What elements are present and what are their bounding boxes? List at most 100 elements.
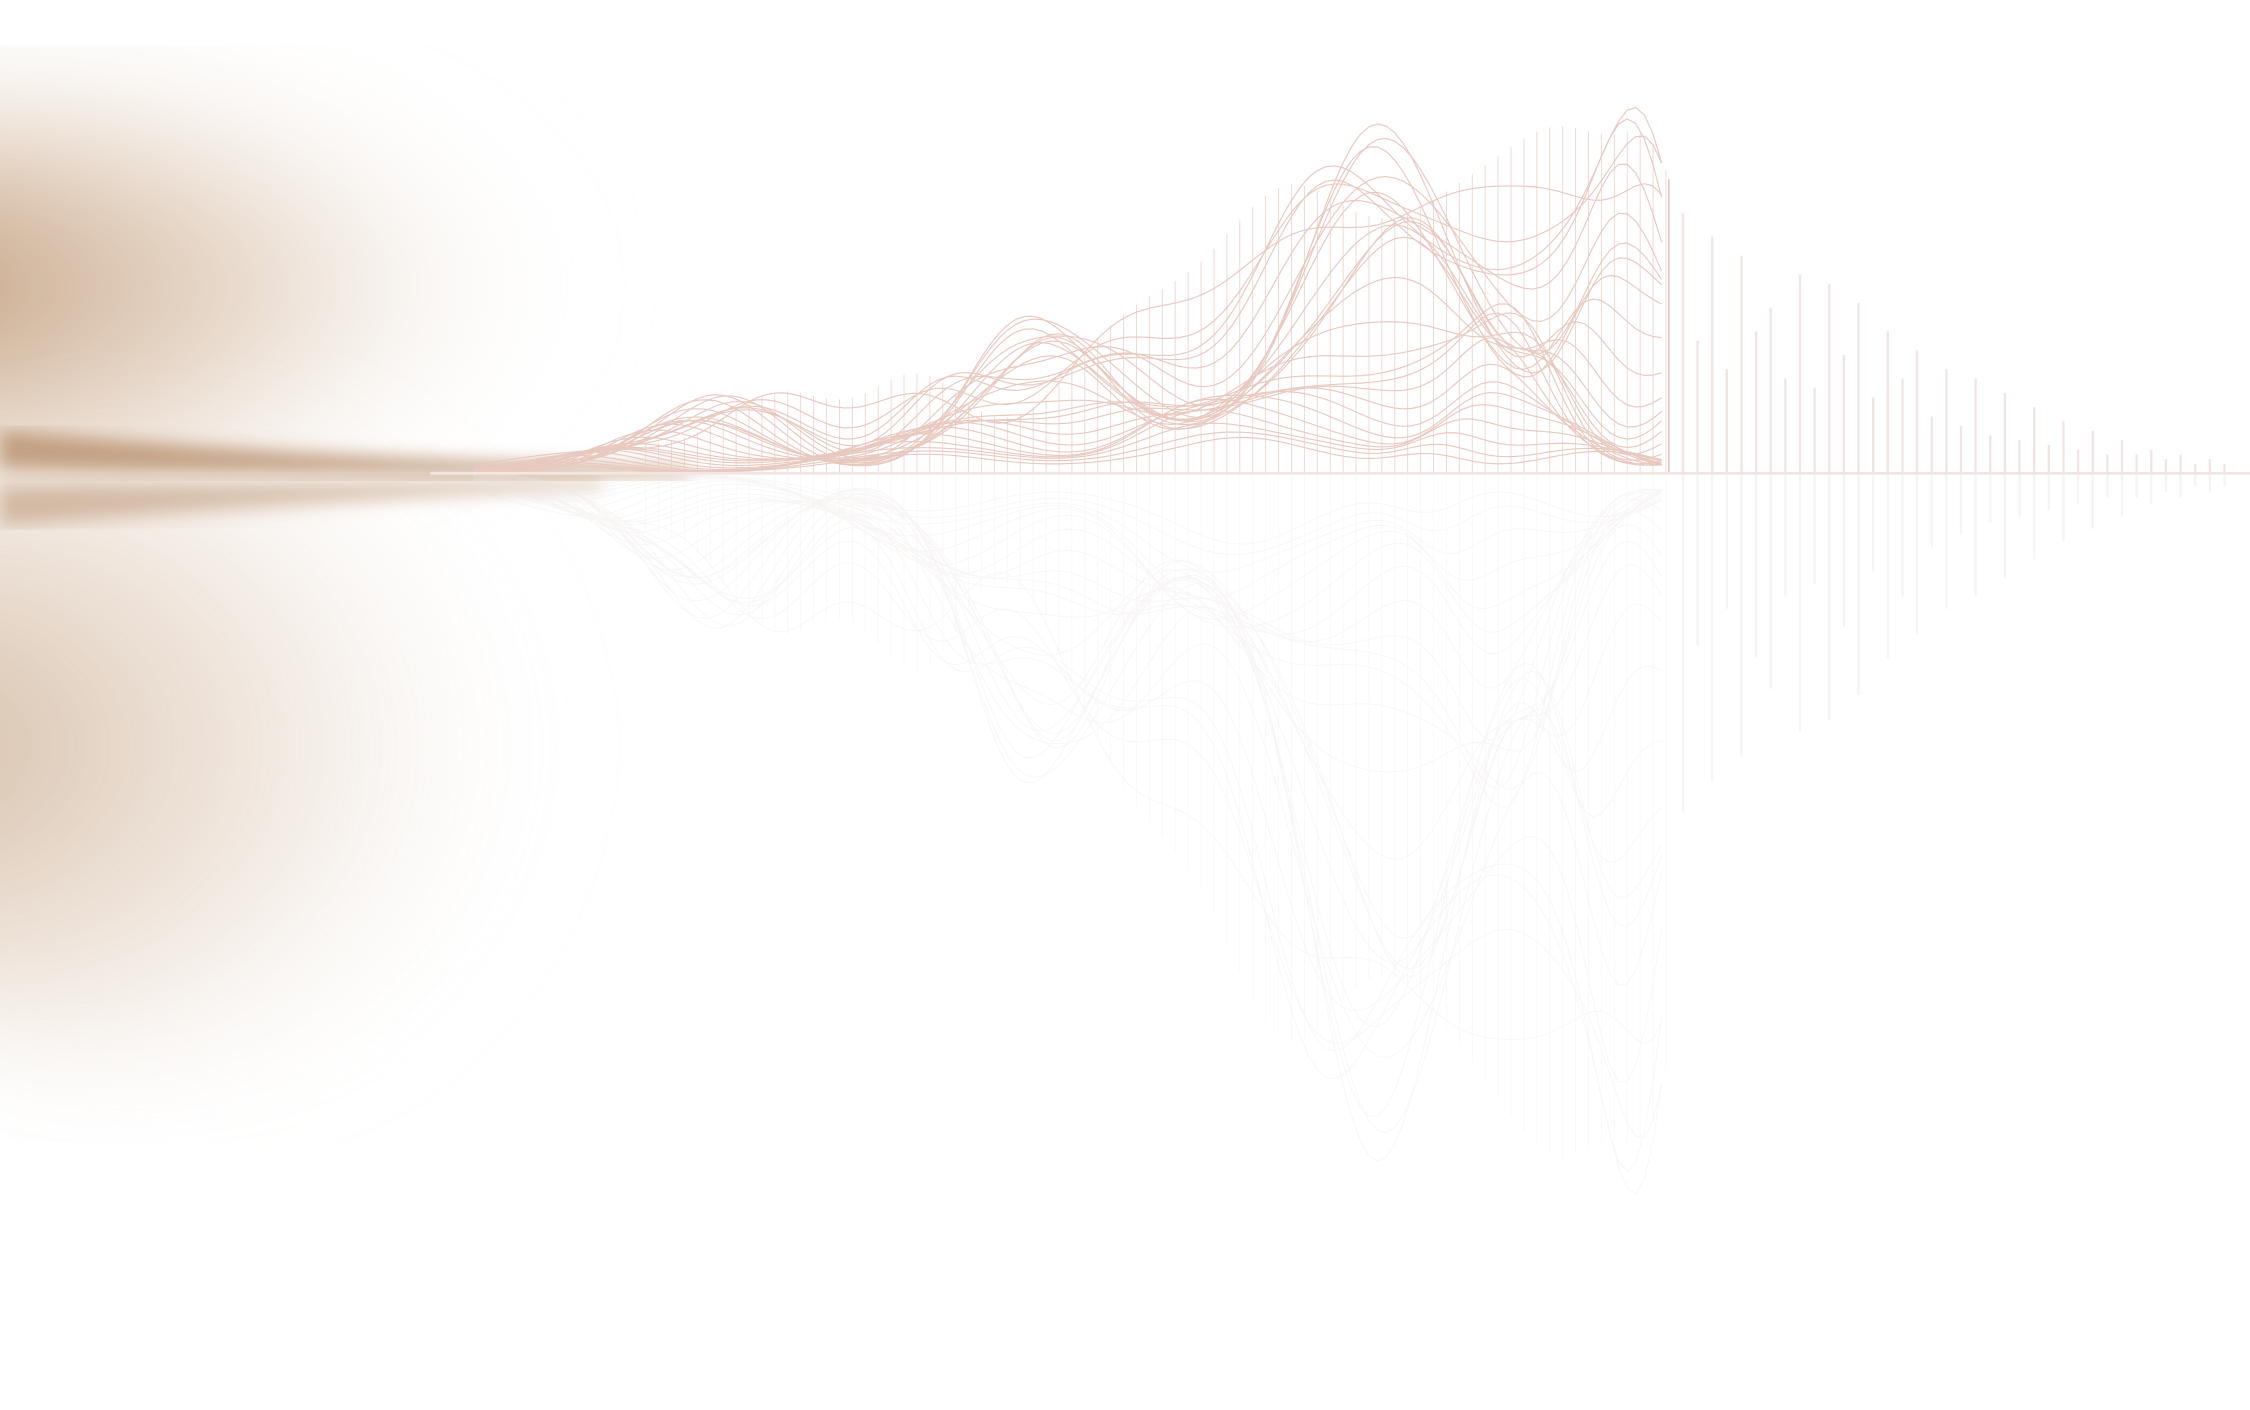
wireframe-row <box>473 224 1662 474</box>
spectrum-bar <box>1784 378 1787 474</box>
haze-glow <box>0 86 689 1076</box>
spectrum-bar-reflection <box>1872 473 1875 572</box>
reflection-row <box>473 478 1663 1083</box>
spectrum-bar-reflection <box>1725 473 1728 609</box>
spectrum-bar-reflection <box>1857 473 1860 695</box>
wireframe-mountain <box>473 106 1670 474</box>
reflection-row <box>473 473 1663 939</box>
spectrum-bar-reflection <box>1886 473 1889 658</box>
spectrum-bar-reflection <box>1901 473 1904 597</box>
spectrum-bar <box>1696 340 1699 474</box>
spectrum-bar-reflection <box>2033 473 2036 560</box>
wireframe-row <box>473 146 1662 474</box>
reflection-row <box>473 473 1662 790</box>
spectrum-bar <box>1872 397 1875 474</box>
spectrum-bar <box>1959 426 1963 474</box>
reflection-row <box>473 474 1662 545</box>
spectrum-bar-reflection <box>1711 473 1714 782</box>
spectrum-bar-reflection <box>1974 473 1977 597</box>
spectrum-bar <box>1915 350 1919 474</box>
wireframe-row <box>473 175 1663 472</box>
spectrum-bar <box>2018 440 2021 474</box>
spectrum-bar-reflection <box>1696 473 1699 646</box>
spectrum-bar-reflection <box>2106 473 2109 498</box>
spectrum-bar-reflection <box>2179 473 2182 498</box>
spectrum-bar-reflection <box>1798 473 1802 732</box>
spectrum-bar-reflection <box>2150 473 2153 505</box>
spectrum-bar-reflection <box>2062 473 2065 542</box>
spectrum-bar-reflection <box>1784 473 1787 597</box>
spectrum-bar-reflection <box>2223 473 2226 486</box>
reflection-row <box>473 473 1662 1028</box>
reflection-row <box>473 473 1663 978</box>
spectrum-bar <box>1754 331 1758 474</box>
spectrum-bar-reflection <box>1959 473 1963 535</box>
mountain-reflection <box>473 473 1667 1195</box>
wireframe-row <box>473 191 1662 474</box>
spectrum-bar <box>1930 416 1933 474</box>
spectrum-bar <box>2194 463 2197 474</box>
spectrum-bar-reflection <box>2194 473 2197 486</box>
spectrum-bar <box>2223 463 2226 474</box>
spectrum-bar <box>2091 430 2094 474</box>
spectrum-bar-reflection <box>2208 473 2211 492</box>
wireframe-row <box>473 363 1662 473</box>
spectrum-bar-reflection <box>2164 473 2168 492</box>
reflection-row <box>473 490 1663 1045</box>
spectrum-bar <box>1901 378 1904 474</box>
spectrum-bar <box>1945 369 1948 474</box>
reflection-row <box>473 479 1663 1173</box>
reflection-row <box>473 481 1663 1195</box>
reflection-row <box>473 475 1663 1134</box>
spectrum-bar-reflection <box>1842 473 1846 628</box>
reflection-row <box>473 474 1662 1117</box>
spectrum-bar-reflection <box>1681 473 1685 812</box>
spectrum-bar <box>2120 440 2124 474</box>
spectrum-bar <box>2033 407 2036 474</box>
spectrum-bar-reflection <box>2120 473 2124 517</box>
reflection-row <box>473 473 1662 773</box>
reflection-row <box>473 477 1663 1059</box>
wireframe-row <box>473 276 1663 474</box>
spectrum-bar <box>2076 449 2080 474</box>
spectrum-bar <box>1725 369 1728 474</box>
spectrum-bar <box>1798 274 1802 474</box>
spectrum-bar-reflection <box>1915 473 1919 634</box>
reflection-row <box>473 474 1662 808</box>
wireframe-row <box>473 312 1662 474</box>
reflection-row <box>473 476 1662 573</box>
reflection-row <box>473 474 1662 790</box>
spectrum-bar-reflection <box>1828 473 1831 720</box>
spectrum-bar-reflection <box>1754 473 1758 658</box>
spectrum-bar-reflection <box>2003 473 2007 578</box>
spectrum-bar-reflection <box>2091 473 2094 529</box>
reflection-row <box>473 475 1662 741</box>
spectrum-bar <box>2179 454 2182 474</box>
spectrum-bar <box>2062 421 2065 474</box>
spectrum-bar <box>1886 331 1889 474</box>
spectrum-bar-reflection <box>1930 473 1933 548</box>
spectrum-bar <box>1828 284 1831 474</box>
wireframe-row <box>473 409 1662 472</box>
reflection-row <box>473 474 1663 1162</box>
spectrum-bar <box>2150 449 2153 474</box>
spectrum-bars-reflection <box>1681 473 2226 812</box>
spectrum-bar-reflection <box>1989 473 1992 523</box>
spectrum-bar-reflection <box>2018 473 2021 517</box>
spectrum-bar-reflection <box>1945 473 1948 609</box>
spectrum-bar <box>1813 388 1816 474</box>
spectrum-bar <box>2208 459 2211 474</box>
reflection-row <box>473 477 1662 599</box>
spectrum-bar <box>1740 255 1743 474</box>
spectrum-bar <box>1989 435 1992 474</box>
reflection-row <box>473 475 1662 556</box>
reflection-row <box>473 478 1662 620</box>
spectrum-bar <box>2164 459 2168 474</box>
spectrum-bar <box>2003 392 2007 474</box>
reflection-row <box>473 473 1663 860</box>
spectrum-bar <box>1681 213 1685 474</box>
wireframe-row <box>473 135 1663 468</box>
wireframe-row <box>473 236 1663 474</box>
reflection-row <box>473 476 1662 654</box>
